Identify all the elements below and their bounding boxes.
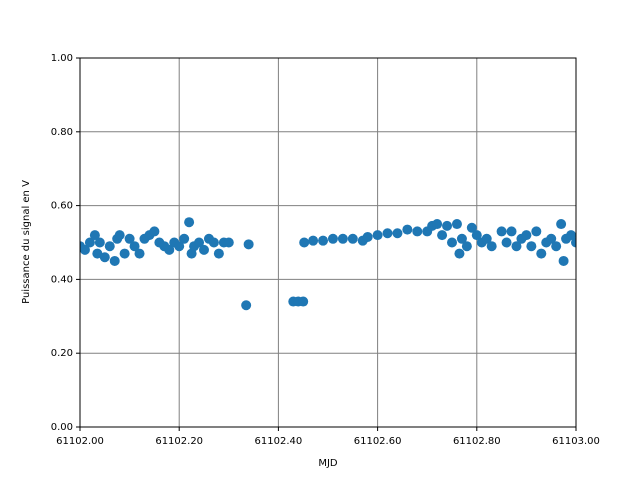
point <box>531 226 542 237</box>
point <box>412 226 423 237</box>
point <box>347 233 358 244</box>
point <box>194 237 205 248</box>
point <box>80 244 90 255</box>
y-tick-label: 0.20 <box>51 348 73 359</box>
point <box>496 226 507 237</box>
point <box>208 237 219 248</box>
point <box>164 244 175 255</box>
point <box>551 241 562 252</box>
point <box>109 255 120 266</box>
point <box>129 241 140 252</box>
point <box>92 248 103 259</box>
point <box>119 248 130 259</box>
point <box>99 252 110 263</box>
point <box>318 235 329 246</box>
point <box>382 228 393 239</box>
point <box>372 230 383 241</box>
point <box>213 248 224 259</box>
point <box>546 233 557 244</box>
point <box>362 231 373 242</box>
point <box>571 237 576 248</box>
y-tick-label: 1.00 <box>51 53 73 64</box>
point <box>223 237 234 248</box>
point <box>392 228 403 239</box>
point <box>84 237 95 248</box>
x-tick-label: 61102.60 <box>354 436 402 447</box>
point <box>481 233 492 244</box>
point <box>442 220 453 231</box>
point <box>471 230 482 241</box>
point <box>486 241 497 252</box>
point <box>327 233 338 244</box>
point <box>241 300 252 311</box>
point <box>104 241 115 252</box>
point <box>461 241 472 252</box>
y-tick-label: 0.80 <box>51 127 73 138</box>
point <box>501 237 512 248</box>
point <box>437 230 448 241</box>
point <box>536 248 547 259</box>
point <box>506 226 517 237</box>
point <box>114 230 125 241</box>
point <box>466 222 477 233</box>
point <box>199 244 209 255</box>
point <box>566 230 576 241</box>
point <box>556 219 567 230</box>
point <box>447 237 457 248</box>
point <box>243 239 254 250</box>
x-tick-label: 61102.00 <box>56 436 104 447</box>
y-tick-label: 0.00 <box>51 422 73 433</box>
x-tick-label: 61102.80 <box>453 436 501 447</box>
y-axis-label: Puissance du signal en V <box>21 180 32 304</box>
point <box>454 248 465 259</box>
y-tick-label: 0.40 <box>51 274 73 285</box>
point <box>451 219 462 230</box>
point <box>134 248 145 259</box>
point <box>94 237 105 248</box>
point <box>174 241 185 252</box>
point <box>184 217 195 228</box>
point <box>124 233 135 244</box>
point <box>511 241 522 252</box>
point <box>521 230 532 241</box>
x-tick-label: 61103.00 <box>552 436 600 447</box>
x-tick-label: 61102.40 <box>255 436 303 447</box>
y-tick-label: 0.60 <box>51 201 73 212</box>
point <box>558 255 569 266</box>
x-tick-label: 61102.20 <box>155 436 203 447</box>
point <box>526 241 537 252</box>
point <box>89 230 100 241</box>
point <box>299 237 310 248</box>
point <box>432 219 443 230</box>
point <box>337 233 348 244</box>
points <box>80 217 576 311</box>
x-axis-label: MJD <box>318 458 338 469</box>
point <box>456 233 467 244</box>
point <box>308 235 319 246</box>
plot-frame <box>79 57 577 428</box>
point <box>402 224 413 235</box>
point <box>149 226 160 237</box>
point <box>298 296 309 307</box>
point <box>179 233 190 244</box>
